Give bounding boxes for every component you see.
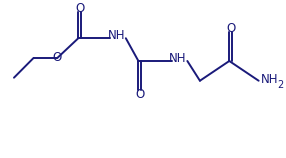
Text: NH: NH [261, 73, 278, 86]
Text: O: O [75, 2, 84, 15]
Text: O: O [226, 22, 235, 35]
Text: NH: NH [169, 52, 187, 65]
Text: O: O [53, 52, 62, 64]
Text: O: O [135, 88, 144, 101]
Text: 2: 2 [278, 79, 284, 90]
Text: NH: NH [108, 29, 125, 43]
